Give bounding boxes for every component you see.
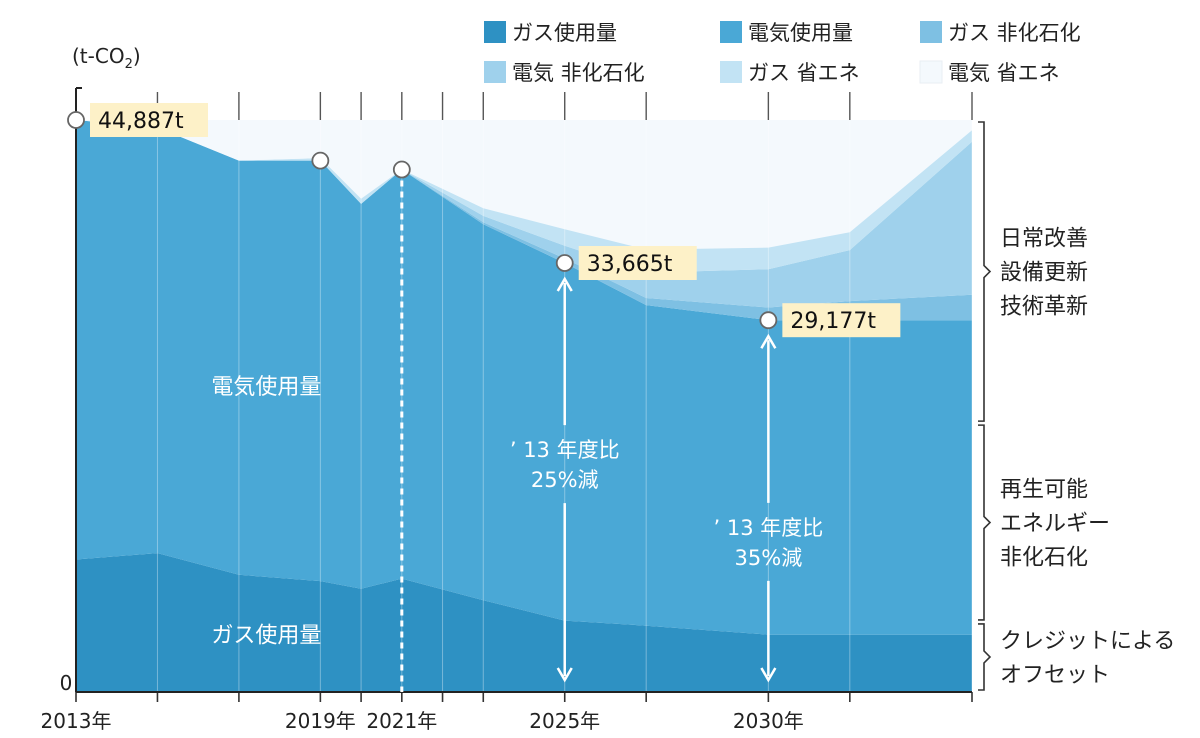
value-label: 44,887t (98, 109, 184, 134)
y-zero-label: 0 (60, 671, 73, 695)
x-tick-label: 2021年 (366, 709, 437, 733)
reduction-annotation: ’ 13 年度比 (510, 438, 620, 462)
bracket-label: 再生可能 (1000, 478, 1088, 503)
x-tick-label: 2025年 (529, 709, 600, 733)
unit-label: (t-CO2) (72, 44, 141, 72)
bracket-label: クレジットによる (1000, 629, 1175, 654)
arrow-head-up (760, 333, 777, 349)
legend-entry: 電気使用量 (748, 21, 853, 45)
bracket-label: 非化石化 (1000, 546, 1088, 571)
x-tick-label: 2019年 (285, 709, 356, 733)
x-tick-label: 2013年 (41, 709, 112, 733)
legend-swatch (720, 61, 742, 83)
arrow-head-down (760, 667, 777, 683)
area-ガス-非化石化 (76, 120, 972, 321)
bracket-label: エネルギー (1000, 512, 1110, 537)
legend-swatch (920, 21, 942, 43)
legend-entry: ガス 非化石化 (948, 21, 1081, 45)
legend-entry: 電気 省エネ (948, 61, 1060, 85)
reduction-annotation: 25%減 (531, 468, 599, 492)
bracket (978, 623, 992, 691)
bracket (978, 424, 992, 621)
value-label-box (578, 246, 697, 281)
data-marker (67, 111, 85, 129)
data-marker (392, 160, 411, 179)
value-label-box (90, 103, 208, 137)
arrow-head-up (556, 276, 573, 292)
bracket-label: オフセット (1000, 663, 1110, 688)
bracket-label: 日常改善 (1000, 227, 1088, 252)
bracket-label: 技術革新 (1000, 295, 1088, 320)
area-電気使用量 (76, 120, 972, 635)
legend-swatch (484, 61, 506, 83)
area-電気-非化石化 (76, 120, 972, 308)
legend-swatch (484, 21, 506, 43)
arrow-head-down (556, 667, 573, 683)
legend-entry: 電気 非化石化 (512, 61, 645, 85)
value-label: 29,177t (790, 309, 876, 334)
legend-entry: ガス 省エネ (748, 61, 860, 85)
x-tick-label: 2030年 (733, 709, 804, 733)
data-marker (555, 254, 574, 272)
bracket (978, 121, 992, 422)
data-marker (311, 151, 330, 170)
area-label: ガス使用量 (211, 624, 321, 649)
area-label: 電気使用量 (211, 375, 321, 400)
value-label: 33,665t (587, 252, 673, 277)
data-marker (759, 311, 778, 330)
area-電気-省エネ (76, 120, 972, 250)
legend-swatch (919, 60, 943, 84)
bracket-label: 設備更新 (1000, 261, 1088, 286)
legend-swatch (720, 21, 742, 43)
area-ガス使用量 (76, 553, 972, 692)
reduction-annotation: ’ 13 年度比 (713, 516, 823, 540)
reduction-annotation: 35%減 (735, 546, 803, 570)
value-label-box (782, 303, 901, 338)
legend-entry: ガス使用量 (512, 21, 617, 45)
